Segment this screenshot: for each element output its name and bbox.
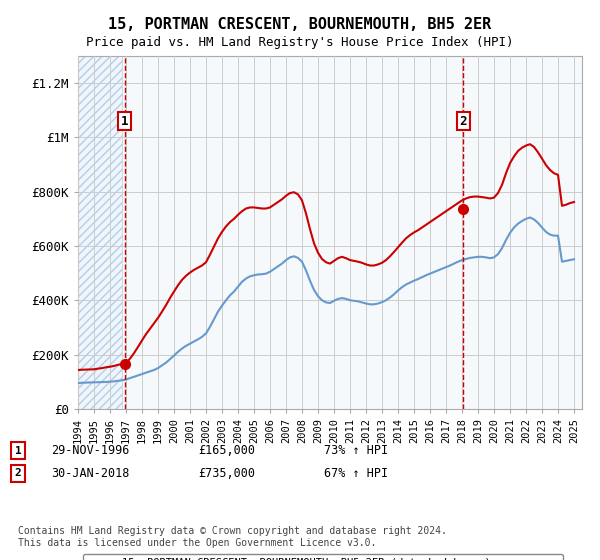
- Text: 15, PORTMAN CRESCENT, BOURNEMOUTH, BH5 2ER: 15, PORTMAN CRESCENT, BOURNEMOUTH, BH5 2…: [109, 17, 491, 32]
- Text: 73% ↑ HPI: 73% ↑ HPI: [324, 444, 388, 458]
- Text: 2: 2: [460, 115, 467, 128]
- Text: 1: 1: [14, 446, 22, 456]
- Text: Contains HM Land Registry data © Crown copyright and database right 2024.
This d: Contains HM Land Registry data © Crown c…: [18, 526, 447, 548]
- Text: 2: 2: [14, 468, 22, 478]
- Legend: 15, PORTMAN CRESCENT, BOURNEMOUTH, BH5 2ER (detached house), HPI: Average price,: 15, PORTMAN CRESCENT, BOURNEMOUTH, BH5 2…: [83, 553, 563, 560]
- Text: £165,000: £165,000: [198, 444, 255, 458]
- Text: 29-NOV-1996: 29-NOV-1996: [51, 444, 130, 458]
- Text: 67% ↑ HPI: 67% ↑ HPI: [324, 466, 388, 480]
- Text: Price paid vs. HM Land Registry's House Price Index (HPI): Price paid vs. HM Land Registry's House …: [86, 36, 514, 49]
- Text: £735,000: £735,000: [198, 466, 255, 480]
- Text: 1: 1: [121, 115, 128, 128]
- Text: 30-JAN-2018: 30-JAN-2018: [51, 466, 130, 480]
